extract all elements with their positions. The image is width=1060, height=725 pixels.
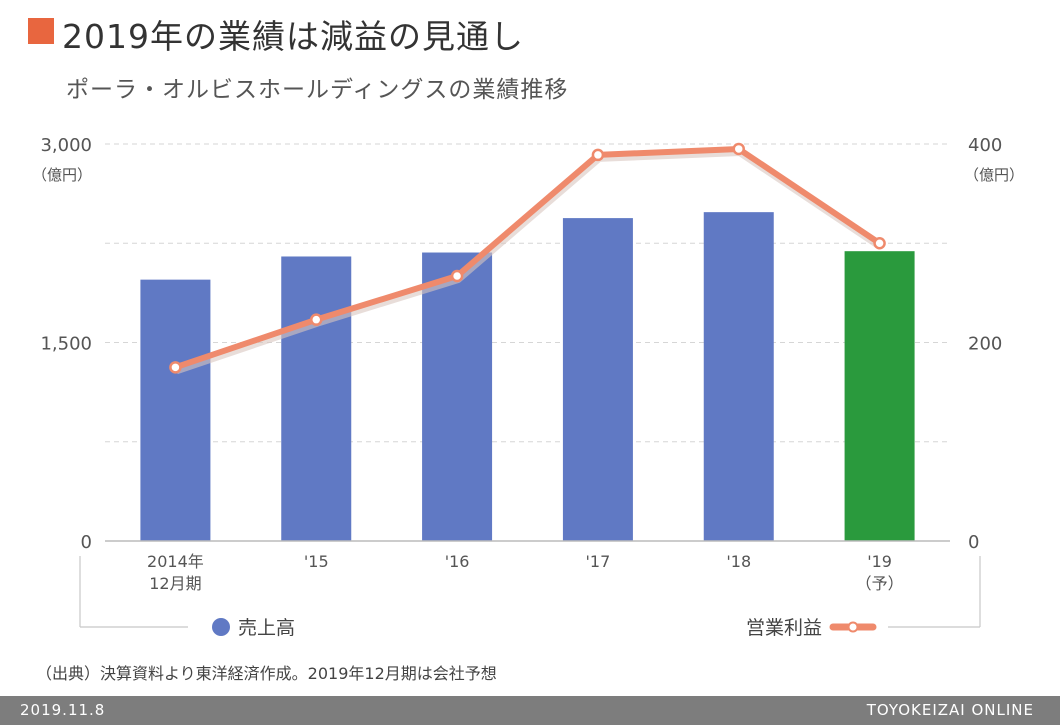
y-right-tick-label: 400 — [968, 135, 1002, 156]
bar-series — [140, 212, 915, 541]
bar — [562, 218, 633, 541]
title-marker — [28, 18, 54, 44]
x-tick-label: '15 — [304, 552, 329, 571]
chart: 0 1,500 3,000 （億円） 0 200 400 （億円） 2014年 12月期 '15 '… — [32, 135, 1024, 639]
y-right-unit: （億円） — [964, 166, 1024, 184]
legend: 2014年 12月期 '15 '16 '17 '18 '19 （予） 売上高 営業利益 — [79, 552, 981, 639]
page-subtitle: ポーラ・オルビスホールディングスの業績推移 — [66, 77, 569, 103]
line-point — [169, 361, 182, 374]
y-right-tick-label: 200 — [968, 334, 1002, 355]
y-left-tick-label: 1,500 — [40, 334, 92, 355]
y-right-tick-label: 0 — [968, 532, 979, 553]
footer-bar: 2019.11.8 TOYOKEIZAI ONLINE — [0, 696, 1060, 725]
line-point — [310, 313, 323, 326]
x-tick-label: 2014年 — [147, 552, 204, 571]
bar-forecast — [844, 251, 915, 541]
line-point — [873, 237, 886, 250]
y-left-unit: （億円） — [32, 166, 92, 184]
page-title: 2019年の業績は減益の見通し — [62, 17, 524, 56]
y-left-tick-label: 0 — [81, 532, 92, 553]
x-tick-label: （予） — [856, 574, 904, 593]
legend-marker-bar — [212, 618, 230, 636]
bar — [281, 256, 352, 541]
grid-lines — [105, 143, 950, 443]
axes: 0 1,500 3,000 （億円） 0 200 400 （億円） — [32, 135, 1024, 553]
line-point — [591, 148, 605, 162]
line-series — [169, 142, 886, 375]
legend-marker-point — [847, 621, 859, 633]
brand-name: TOYOKEIZAI ONLINE — [866, 701, 1034, 719]
x-tick-label: '16 — [445, 552, 470, 571]
bar — [422, 252, 493, 541]
x-tick-label: '19 — [867, 552, 892, 571]
source-note: （出典）決算資料より東洋経済作成。2019年12月期は会社予想 — [36, 664, 497, 683]
x-tick-label: 12月期 — [149, 574, 201, 593]
x-tick-label: '18 — [726, 552, 751, 571]
legend-label-bar: 売上高 — [238, 617, 295, 639]
x-tick-label: '17 — [586, 552, 611, 571]
legend-label-line: 営業利益 — [746, 617, 822, 639]
y-left-tick-label: 3,000 — [40, 135, 92, 156]
line-path — [174, 145, 882, 371]
publish-date: 2019.11.8 — [20, 701, 106, 719]
line-point — [450, 269, 464, 283]
bar — [140, 279, 211, 541]
line-point — [732, 142, 745, 156]
bar — [703, 212, 774, 541]
